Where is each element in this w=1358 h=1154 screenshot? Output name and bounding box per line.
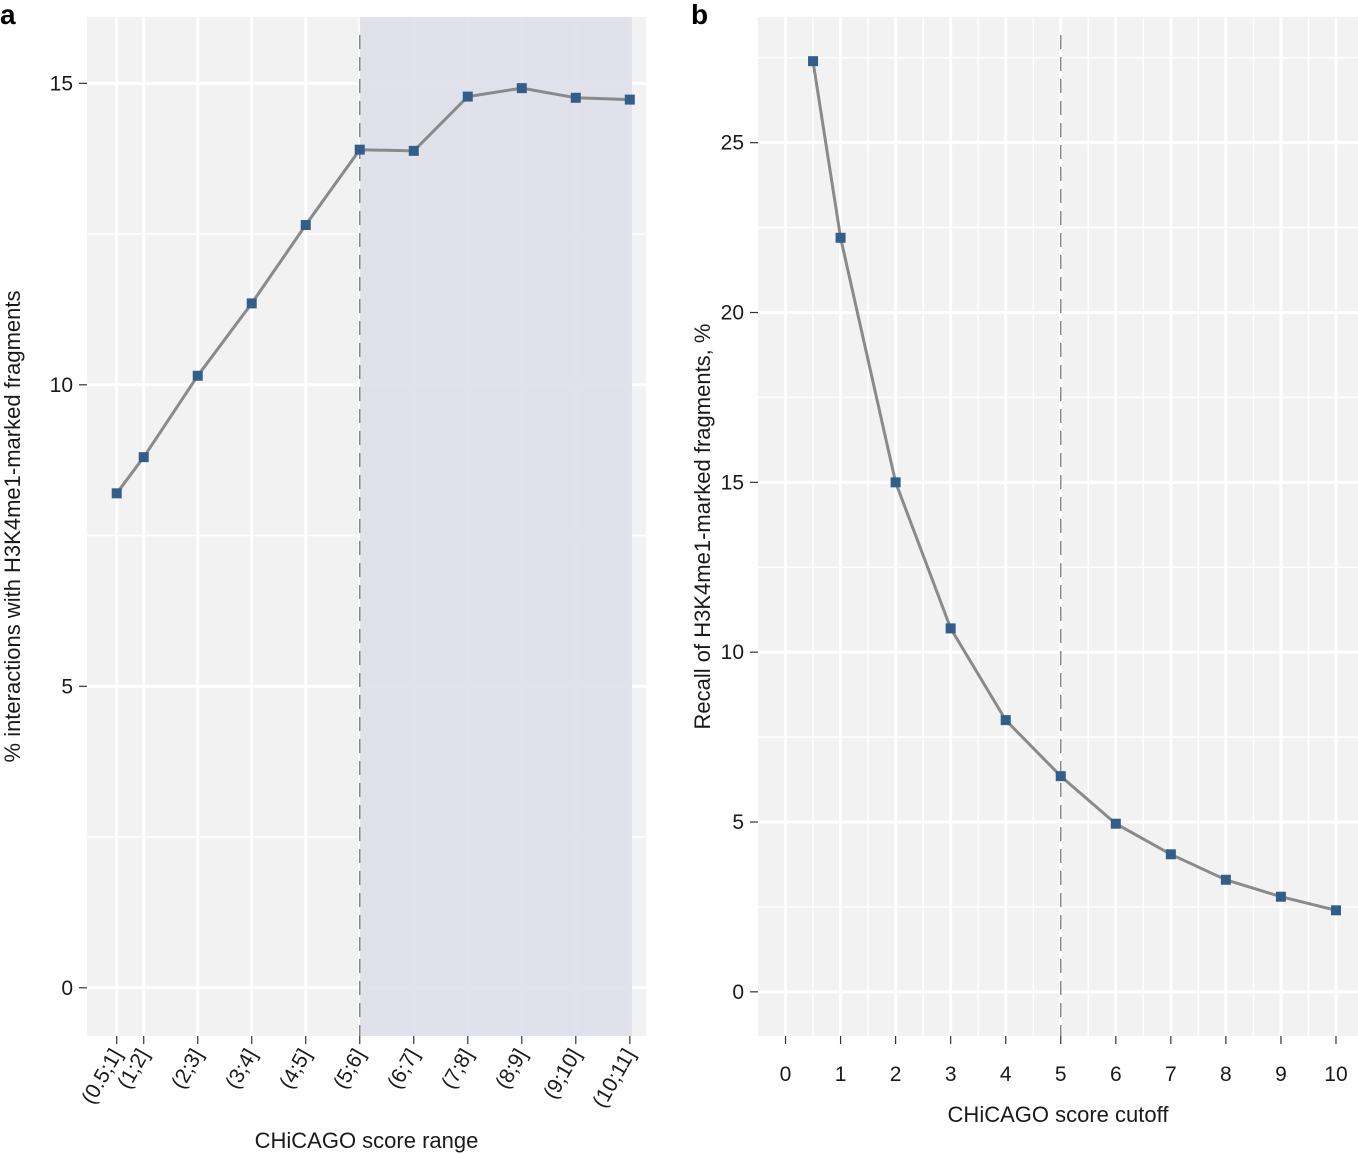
x-tick-label: (6;7] [383, 1045, 424, 1093]
data-point [408, 145, 419, 156]
data-point [138, 452, 149, 463]
panel-a-significant-shade [359, 17, 632, 1036]
x-tick-label: (5;6] [329, 1045, 370, 1093]
data-point [1000, 715, 1011, 726]
data-point [1275, 891, 1286, 902]
panel-a-series [111, 83, 635, 499]
panel-a-y-axis-title: % interactions with H3K4me1-marked fragm… [0, 291, 25, 763]
y-tick-label: 15 [721, 471, 744, 494]
y-tick-label: 10 [50, 374, 73, 397]
x-tick-label: 8 [1220, 1063, 1232, 1086]
x-tick-label: (2;3] [167, 1045, 208, 1093]
y-tick-label: 25 [721, 132, 744, 155]
x-tick-label: 6 [1110, 1063, 1122, 1086]
data-point [111, 488, 122, 499]
x-tick-label: (4;5] [275, 1045, 316, 1093]
panel-a-x-axis-title: CHiCAGO score range [255, 1128, 479, 1153]
data-point [945, 623, 956, 634]
panel-b-y-axis-title: Recall of H3K4me1-marked fragments, % [690, 324, 715, 730]
data-point [1330, 905, 1341, 916]
panel-b-x-axis-title: CHiCAGO score cutoff [948, 1102, 1170, 1127]
data-point [835, 232, 846, 243]
y-tick-label: 0 [732, 981, 744, 1004]
data-point [462, 91, 473, 102]
panel-b-gridlines [758, 17, 1358, 1036]
panel-b: b 0 5 10 15 20 25 0 1 2 3 4 5 6 7 8 9 10 CHiCAGO score c… [690, 0, 1358, 1127]
data-point [246, 298, 257, 309]
y-tick-label: 10 [721, 641, 744, 664]
data-point [1110, 818, 1121, 829]
x-tick-label: (7;8] [437, 1045, 478, 1093]
panel-b-axes: 0 5 10 15 20 25 0 1 2 3 4 5 6 7 8 9 10 [721, 132, 1348, 1086]
panel-label-a: a [0, 0, 16, 30]
data-point [1220, 874, 1231, 885]
x-tick-label: 2 [890, 1063, 902, 1086]
x-tick-label: (10;11] [588, 1045, 640, 1112]
data-point [354, 144, 365, 155]
x-tick-label: (3;4] [221, 1045, 262, 1093]
y-tick-label: 5 [61, 675, 73, 698]
x-tick-label: 4 [1000, 1063, 1012, 1086]
x-tick-label: (8;9] [491, 1045, 532, 1093]
data-point [890, 477, 901, 488]
panel-label-b: b [691, 0, 708, 30]
data-point [624, 94, 635, 105]
y-tick-label: 5 [732, 811, 744, 834]
x-tick-label: 5 [1055, 1063, 1067, 1086]
x-tick-label: 9 [1275, 1063, 1287, 1086]
data-point [1165, 849, 1176, 860]
y-tick-label: 0 [61, 977, 73, 1000]
data-point [300, 220, 311, 231]
panel-b-series [808, 56, 1341, 916]
data-point [570, 92, 581, 103]
x-tick-label: 1 [835, 1063, 847, 1086]
x-tick-label: 0 [780, 1063, 792, 1086]
data-point [808, 56, 819, 67]
x-tick-label: 10 [1324, 1063, 1347, 1086]
x-tick-label: (9;10] [539, 1045, 586, 1103]
data-point [1055, 771, 1066, 782]
y-tick-label: 15 [50, 72, 73, 95]
y-tick-label: 20 [721, 302, 744, 325]
data-point [192, 370, 203, 381]
x-tick-label: 7 [1165, 1063, 1177, 1086]
x-tick-label: 3 [945, 1063, 957, 1086]
data-point [516, 83, 527, 94]
panel-b-plot-background [758, 17, 1358, 1036]
